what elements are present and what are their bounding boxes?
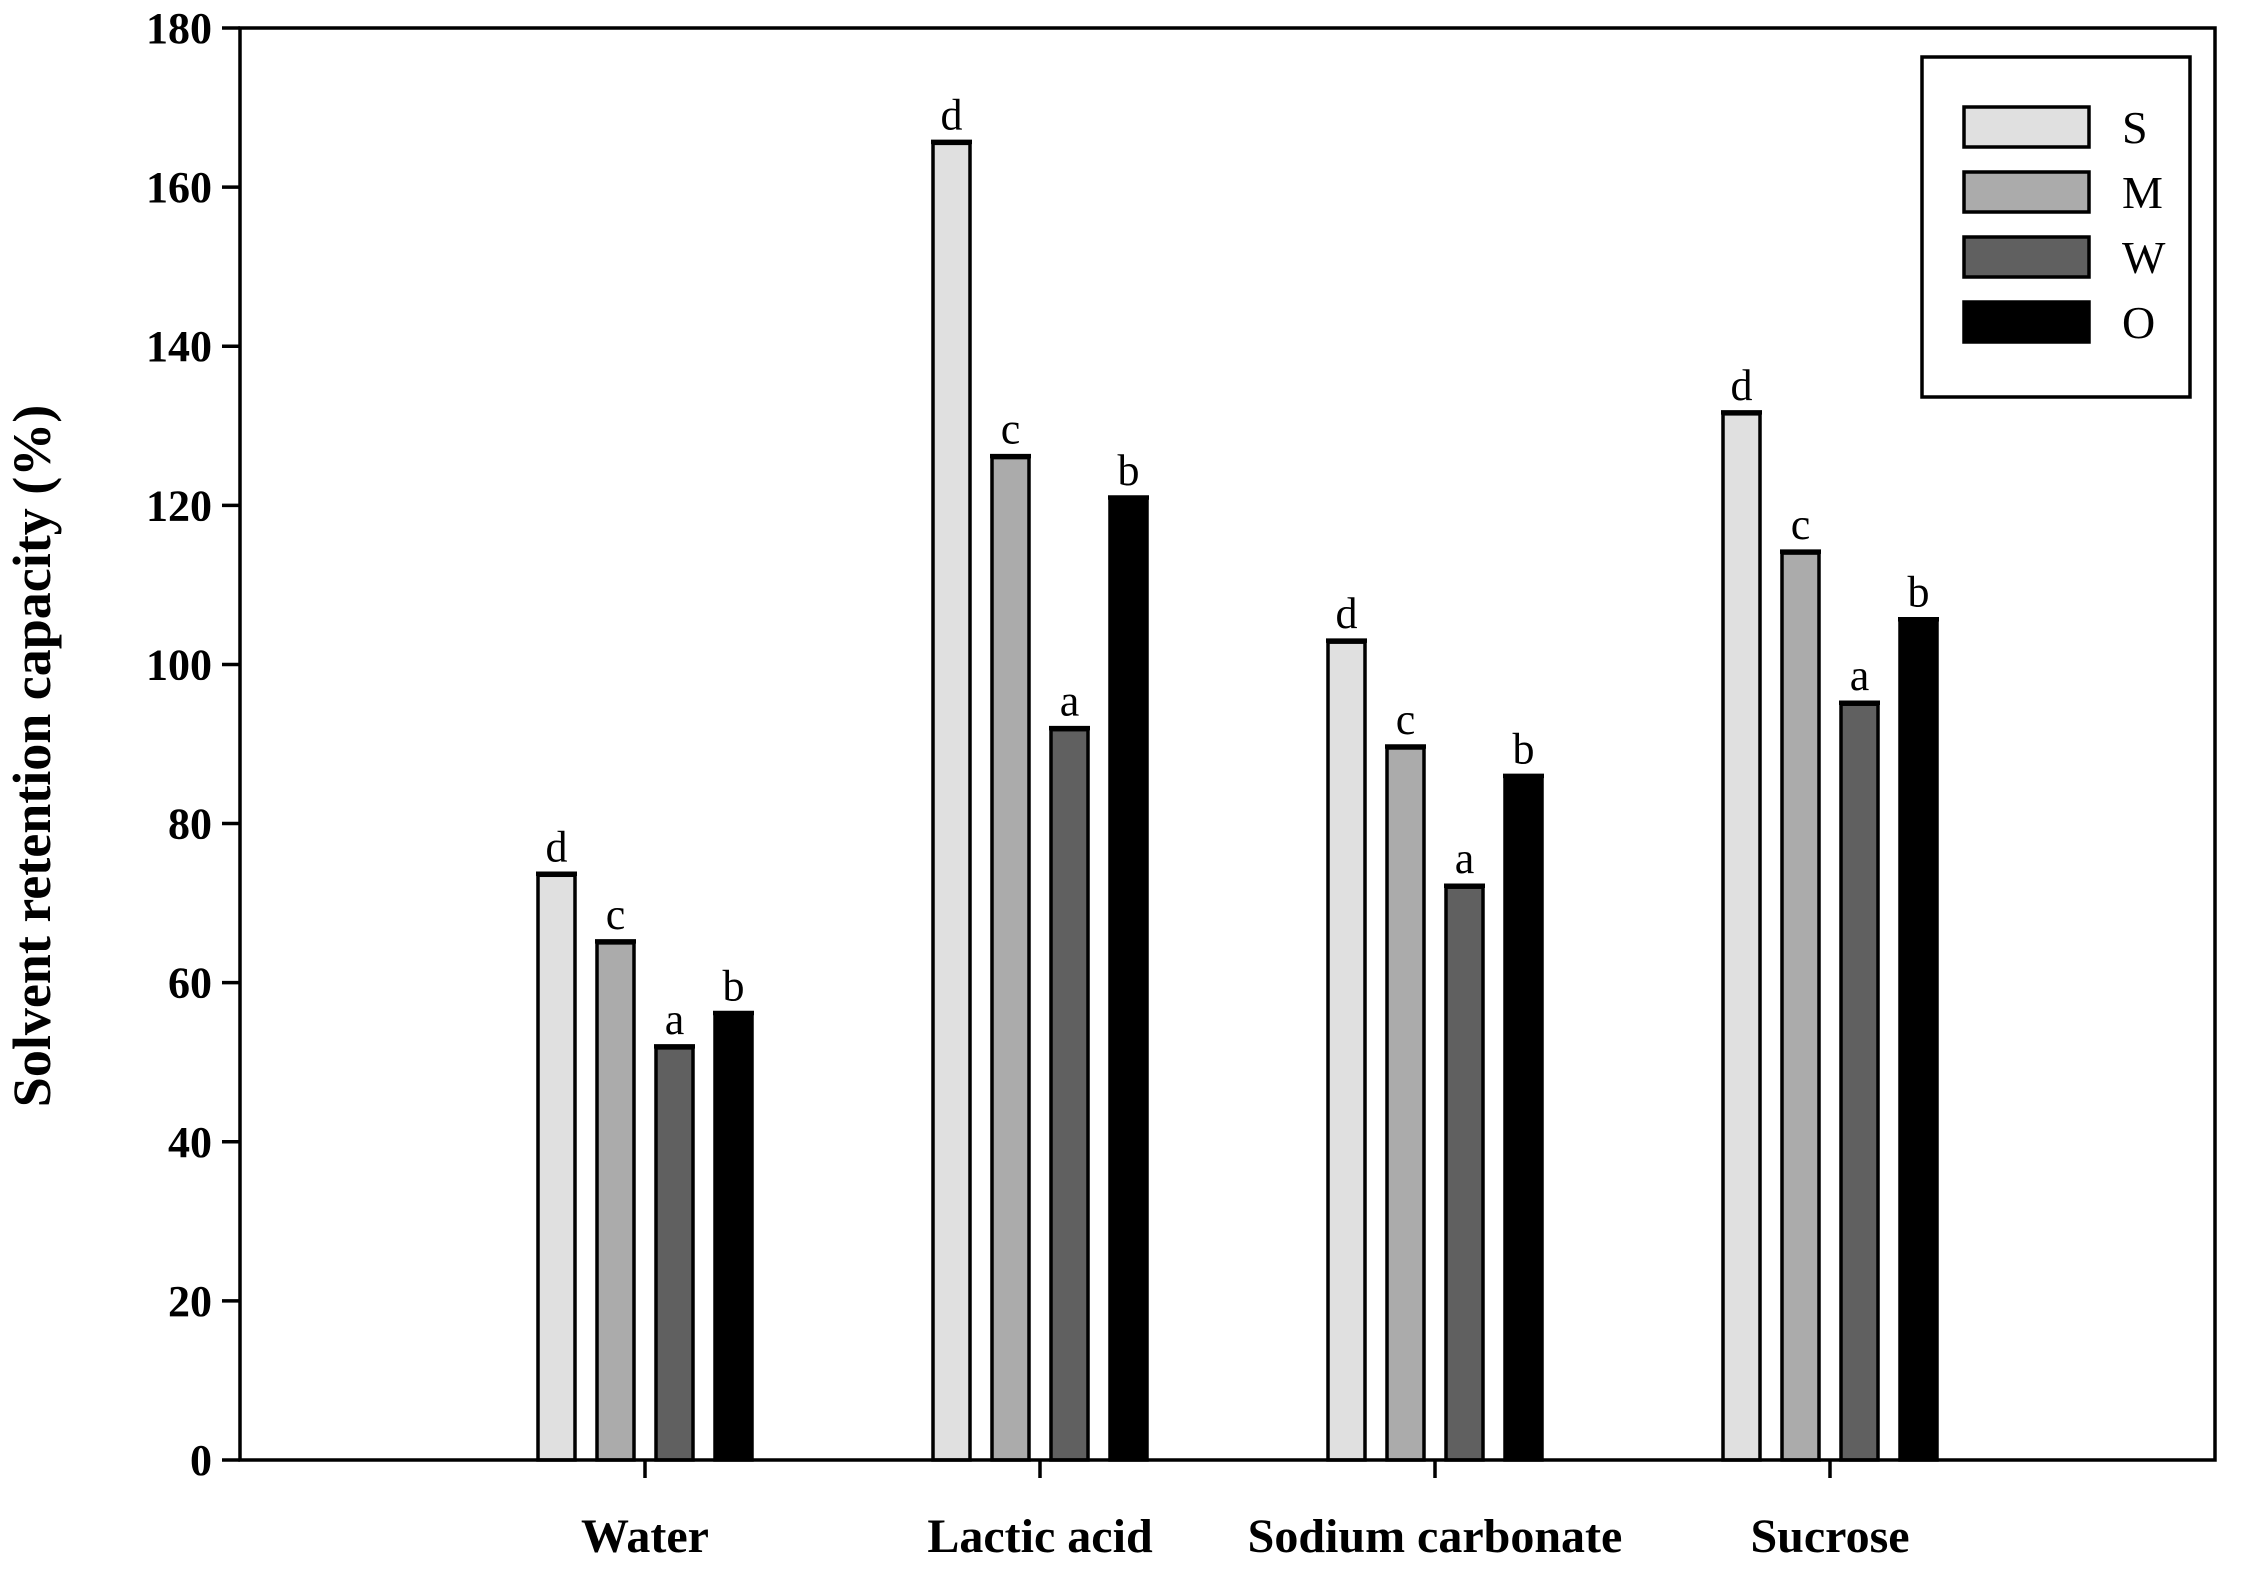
y-tick-label: 0 xyxy=(190,1436,212,1485)
bar-M xyxy=(595,941,636,1462)
x-category-label: Lactic acid xyxy=(927,1510,1153,1563)
significance-letter: c xyxy=(1396,695,1416,744)
axes-layer: 0 20 40 60 80 100 120 140 160 180 Water Lactic acid… xyxy=(146,4,2217,1563)
x-category-label: Sodium carbonate xyxy=(1248,1510,1623,1563)
y-tick-label: 180 xyxy=(146,4,212,53)
significance-letter: a xyxy=(1060,677,1080,726)
bar-M xyxy=(1780,551,1821,1462)
plot-frame xyxy=(238,26,2217,1462)
y-tick-label: 100 xyxy=(146,640,212,689)
significance-letter: c xyxy=(1001,405,1021,454)
significance-letter: a xyxy=(1850,651,1870,700)
legend-swatch-W xyxy=(1962,235,2091,279)
legend-label-S: S xyxy=(2122,102,2148,153)
y-tick-label: 120 xyxy=(146,481,212,530)
bar-S xyxy=(1326,640,1367,1462)
bar-W xyxy=(654,1046,695,1462)
significance-letter: d xyxy=(941,90,963,139)
legend-swatch-S xyxy=(1962,105,2091,149)
y-tick-label: 60 xyxy=(168,959,212,1008)
y-tick-label: 140 xyxy=(146,322,212,371)
bar-S xyxy=(1721,412,1762,1462)
y-tick-label: 160 xyxy=(146,163,212,212)
bar-M xyxy=(990,455,1031,1462)
bar-W xyxy=(1839,702,1880,1462)
significance-letter: b xyxy=(723,961,745,1010)
significance-letter: b xyxy=(1908,568,1930,617)
legend-swatch-O xyxy=(1962,300,2091,344)
legend-label-O: O xyxy=(2122,297,2155,348)
significance-letter: c xyxy=(1791,500,1811,549)
y-axis-title: Solvent retention capacity (%) xyxy=(2,405,62,1107)
bar-O xyxy=(1898,618,1939,1462)
significance-letter: b xyxy=(1118,446,1140,495)
significance-letter: b xyxy=(1513,724,1535,773)
bar-O xyxy=(1108,497,1149,1462)
significance-letter: d xyxy=(1731,361,1753,410)
y-tick-label: 20 xyxy=(168,1277,212,1326)
significance-letter: c xyxy=(606,890,626,939)
bar-W xyxy=(1444,885,1485,1462)
y-tick-label: 80 xyxy=(168,800,212,849)
x-category-label: Sucrose xyxy=(1750,1510,1909,1563)
significance-letter: a xyxy=(665,995,685,1044)
bar-W xyxy=(1049,727,1090,1462)
significance-letter: a xyxy=(1455,834,1475,883)
bar-S xyxy=(536,873,577,1462)
y-tick-label: 40 xyxy=(168,1118,212,1167)
x-category-label: Water xyxy=(581,1510,709,1563)
significance-letter: d xyxy=(1336,589,1358,638)
bar-O xyxy=(713,1012,754,1462)
legend-swatch-M xyxy=(1962,170,2091,214)
significance-letter: d xyxy=(546,822,568,871)
legend-label-W: W xyxy=(2122,232,2166,283)
bar-M xyxy=(1385,746,1426,1462)
bar-S xyxy=(931,141,972,1462)
bar-O xyxy=(1503,775,1544,1462)
legend-label-M: M xyxy=(2122,167,2163,218)
